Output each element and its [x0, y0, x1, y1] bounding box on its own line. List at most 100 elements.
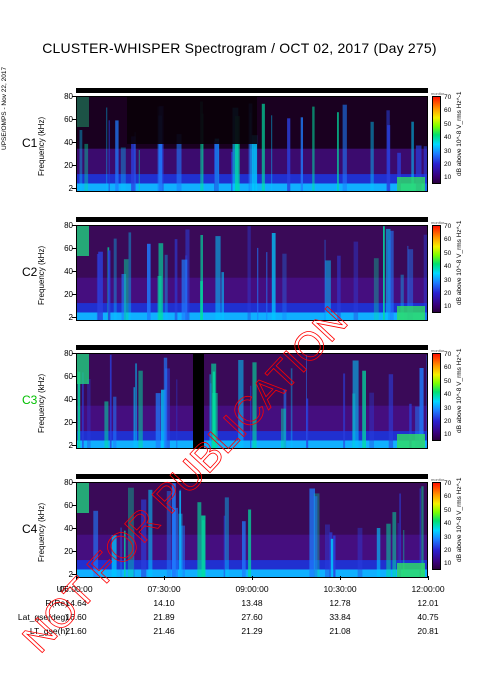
- emission-patch: [397, 434, 425, 448]
- emission-streak: [248, 103, 253, 191]
- y-tick-mark: [72, 482, 76, 483]
- colorbar-tick-label: 40: [444, 391, 452, 398]
- emission-streak: [131, 136, 136, 191]
- emission-streak: [247, 226, 251, 320]
- emission-streak: [376, 528, 381, 577]
- colorbar-tick-label: 50: [444, 507, 452, 514]
- emission-streak: [409, 403, 412, 448]
- colorbar-tick-label: 30: [444, 148, 452, 155]
- y-tick-mark: [72, 294, 76, 295]
- emission-streak: [388, 374, 394, 448]
- emission-streak: [209, 374, 212, 448]
- emission-streak: [120, 527, 122, 577]
- emission-streak: [121, 274, 127, 320]
- y-tick-mark: [72, 376, 76, 377]
- emission-streak: [387, 240, 391, 320]
- spectrogram-lowest-band: [77, 312, 427, 320]
- emission-streak: [238, 360, 244, 448]
- emission-streak: [415, 145, 422, 191]
- emission-streak: [147, 243, 151, 320]
- emission-streak: [369, 392, 374, 448]
- emission-streak: [178, 513, 183, 577]
- y-tick-mark: [72, 96, 76, 97]
- emission-patch: [77, 483, 89, 513]
- emission-streak: [201, 515, 206, 577]
- y-tick-label: 80: [64, 221, 73, 230]
- spectrogram-mid-band: [77, 277, 427, 306]
- y-tick-label: 80: [64, 478, 73, 487]
- emission-streak: [248, 509, 252, 577]
- y-tick-mark: [72, 248, 76, 249]
- x-info-value: 16.60: [65, 612, 87, 622]
- emission-streak: [397, 152, 401, 191]
- emission-streak: [148, 489, 153, 577]
- spectrogram-image: [77, 354, 427, 448]
- emission-streak: [287, 118, 291, 191]
- emission-streak: [181, 259, 188, 320]
- emission-streak: [408, 249, 414, 320]
- colorbar-label: dB above 10^-8 V_rms Hz^-1: [456, 477, 463, 563]
- emission-streak: [389, 230, 394, 320]
- x-info-value: 14.10: [153, 598, 175, 608]
- emission-streak: [399, 493, 401, 577]
- emission-streak: [200, 235, 203, 320]
- spectrogram-c1: [76, 96, 428, 192]
- emission-streak: [387, 125, 391, 191]
- emission-streak: [104, 401, 109, 448]
- emission-streak: [201, 113, 204, 191]
- colorbar-tick-label: 70: [444, 223, 452, 230]
- y-tick-mark: [72, 445, 76, 446]
- y-tick-mark: [72, 165, 76, 166]
- emission-streak: [400, 274, 404, 320]
- colorbar-marker: monitor: [431, 477, 445, 482]
- emission-streak: [87, 379, 91, 448]
- y-tick-label: 20: [64, 290, 73, 299]
- panel-c3: C3 Frequency (kHz) 80 60 40 20 2 monitor 70 60 50 4…: [0, 345, 479, 455]
- emission-streak: [221, 272, 224, 320]
- emission-streak: [419, 368, 424, 448]
- x-tick-mark: [340, 576, 341, 580]
- x-tick-label: 06:00:00: [59, 584, 93, 594]
- emission-streak: [133, 529, 135, 577]
- emission-streak: [157, 276, 162, 320]
- emission-streak: [201, 520, 205, 577]
- emission-streak: [357, 527, 363, 577]
- emission-streak: [342, 104, 347, 191]
- x-info-value: 21.89: [153, 612, 175, 622]
- emission-streak: [141, 499, 147, 577]
- emission-streak: [138, 370, 143, 448]
- y-tick-label: 40: [64, 138, 73, 147]
- emission-streak: [313, 496, 318, 577]
- colorbar-marker: monitor: [431, 220, 445, 225]
- colorbar: [432, 353, 441, 441]
- x-tick-mark: [164, 576, 165, 580]
- emission-streak: [249, 112, 252, 191]
- emission-streak: [231, 151, 233, 191]
- x-tick-label: 09:00:00: [235, 584, 269, 594]
- x-info-value: 21.60: [65, 626, 87, 636]
- x-tick-mark: [428, 576, 429, 580]
- colorbar-tick-label: 20: [444, 161, 452, 168]
- colorbar-tick-label: 70: [444, 94, 452, 101]
- y-axis-label: Frequency (kHz): [37, 373, 46, 433]
- y-tick-label: 20: [64, 547, 73, 556]
- colorbar-marker: monitor: [431, 91, 445, 96]
- emission-streak: [113, 238, 117, 320]
- emission-streak: [123, 259, 129, 320]
- colorbar-tick-label: 50: [444, 121, 452, 128]
- emission-streak: [111, 535, 117, 577]
- emission-streak: [185, 229, 190, 320]
- emission-streak: [352, 360, 359, 448]
- y-tick-label: 80: [64, 92, 73, 101]
- x-row-label: UT: [56, 584, 68, 594]
- emission-streak: [108, 120, 110, 191]
- emission-streak: [403, 530, 405, 577]
- y-tick-label: 2: [68, 313, 73, 322]
- y-tick-mark: [72, 353, 76, 354]
- emission-streak: [271, 115, 273, 191]
- emission-streak: [134, 132, 136, 191]
- emission-streak: [82, 372, 84, 448]
- y-tick-mark: [72, 551, 76, 552]
- colorbar-tick-label: 50: [444, 378, 452, 385]
- x-axis-info: UT R(Re) Lat_gse(deg) LT_gse(h) 06:00:00 14.6…: [0, 576, 479, 666]
